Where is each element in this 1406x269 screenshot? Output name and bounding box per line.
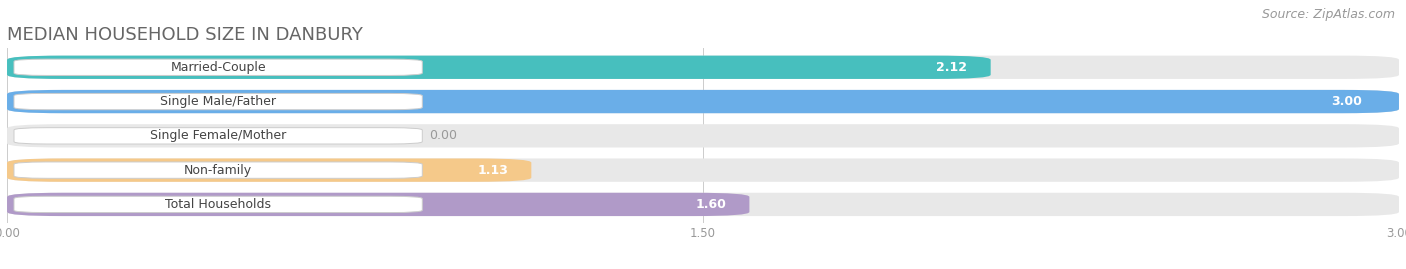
FancyBboxPatch shape: [7, 90, 1399, 113]
Text: 0.00: 0.00: [429, 129, 457, 142]
FancyBboxPatch shape: [7, 124, 1399, 147]
FancyBboxPatch shape: [14, 162, 422, 178]
Text: Single Male/Father: Single Male/Father: [160, 95, 276, 108]
FancyBboxPatch shape: [7, 158, 531, 182]
FancyBboxPatch shape: [7, 158, 1399, 182]
Text: Total Households: Total Households: [165, 198, 271, 211]
FancyBboxPatch shape: [14, 59, 422, 75]
Text: 3.00: 3.00: [1331, 95, 1362, 108]
Text: 1.13: 1.13: [477, 164, 508, 177]
FancyBboxPatch shape: [14, 196, 422, 213]
Text: MEDIAN HOUSEHOLD SIZE IN DANBURY: MEDIAN HOUSEHOLD SIZE IN DANBURY: [7, 26, 363, 44]
Text: Married-Couple: Married-Couple: [170, 61, 266, 74]
FancyBboxPatch shape: [7, 56, 1399, 79]
FancyBboxPatch shape: [7, 56, 991, 79]
FancyBboxPatch shape: [14, 128, 422, 144]
FancyBboxPatch shape: [7, 90, 1399, 113]
FancyBboxPatch shape: [7, 193, 1399, 216]
Text: Non-family: Non-family: [184, 164, 252, 177]
Text: Source: ZipAtlas.com: Source: ZipAtlas.com: [1261, 8, 1395, 21]
Text: 1.60: 1.60: [696, 198, 727, 211]
FancyBboxPatch shape: [14, 93, 422, 110]
Text: 2.12: 2.12: [936, 61, 967, 74]
FancyBboxPatch shape: [7, 193, 749, 216]
Text: Single Female/Mother: Single Female/Mother: [150, 129, 287, 142]
